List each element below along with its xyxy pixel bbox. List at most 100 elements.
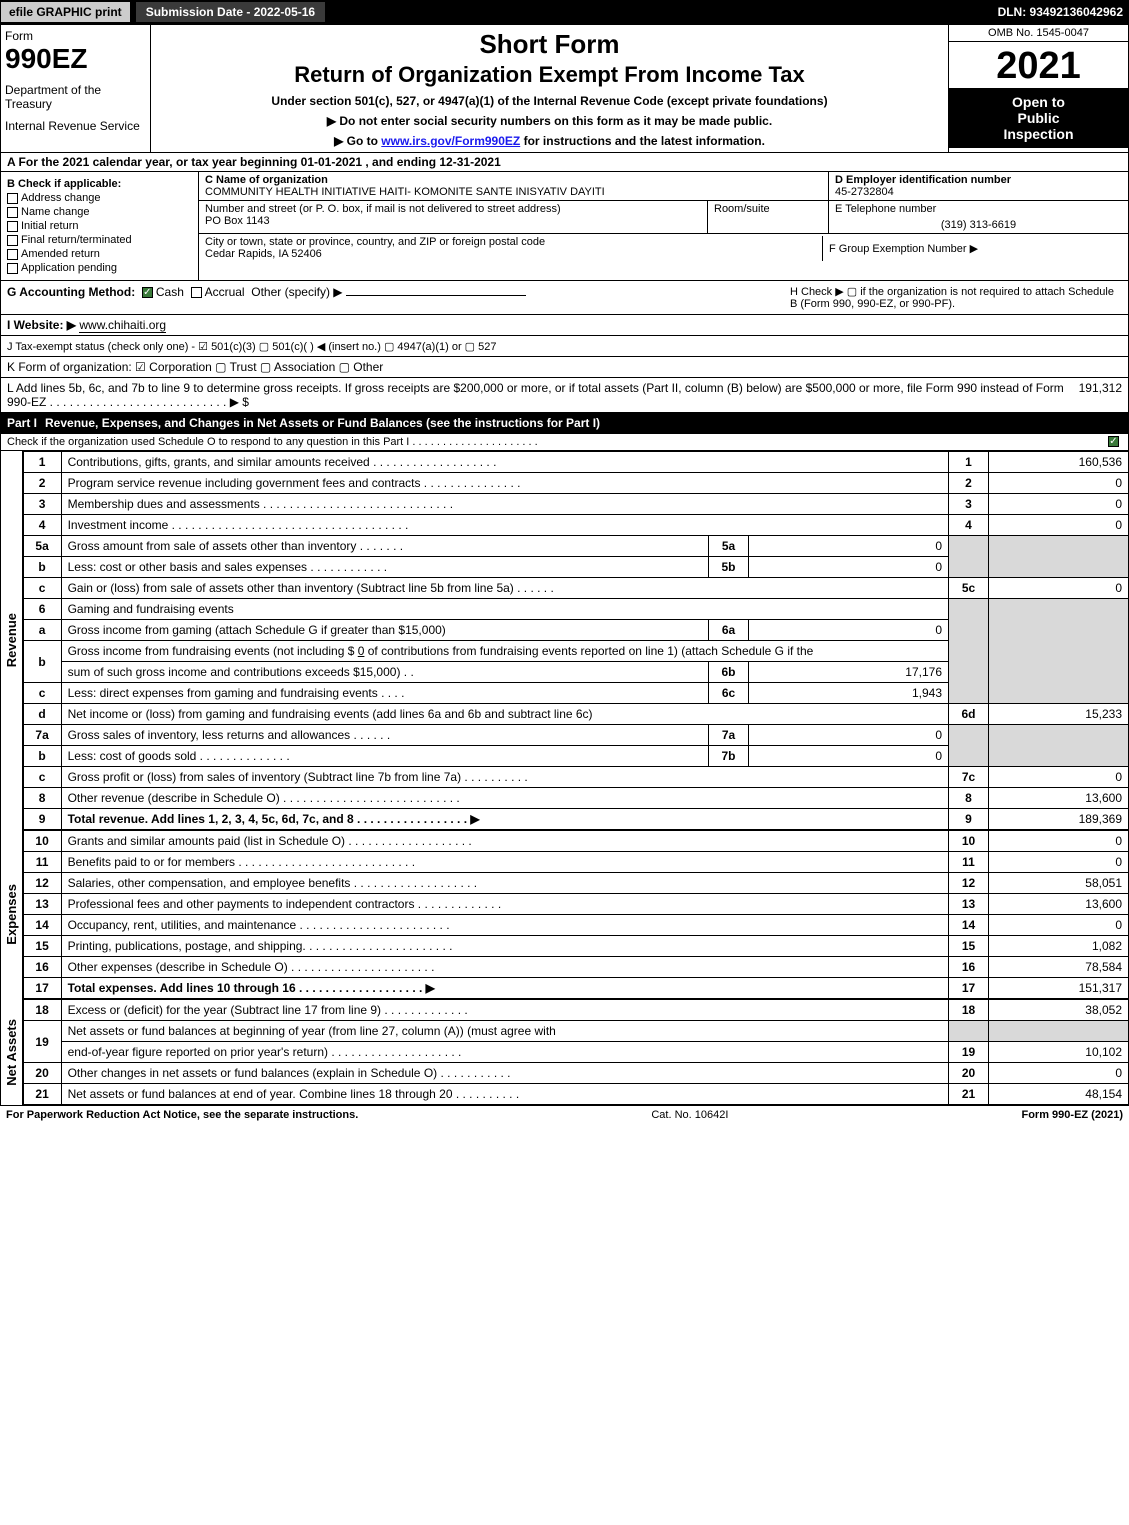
line-19: end-of-year figure reported on prior yea…	[23, 1042, 1128, 1063]
row-k: K Form of organization: ☑ Corporation ▢ …	[0, 357, 1129, 378]
header-left: Form 990EZ Department of the Treasury In…	[1, 25, 151, 152]
g-label: G Accounting Method:	[7, 285, 135, 299]
line-14: 14Occupancy, rent, utilities, and mainte…	[23, 915, 1128, 936]
street-label: Number and street (or P. O. box, if mail…	[205, 203, 561, 215]
top-bar: efile GRAPHIC print Submission Date - 20…	[0, 0, 1129, 24]
cash-label: Cash	[156, 285, 184, 299]
g-left: G Accounting Method: ✓Cash Accrual Other…	[7, 285, 782, 310]
omb-number: OMB No. 1545-0047	[949, 25, 1128, 42]
line-6: 6Gaming and fundraising events	[23, 599, 1128, 620]
street-value: PO Box 1143	[205, 215, 270, 227]
footer-right: Form 990-EZ (2021)	[1021, 1109, 1123, 1121]
city-value: Cedar Rapids, IA 52406	[205, 248, 322, 260]
line-18: 18Excess or (deficit) for the year (Subt…	[23, 1000, 1128, 1021]
dept-treasury: Department of the Treasury	[5, 83, 146, 111]
net-assets-table: 18Excess or (deficit) for the year (Subt…	[23, 999, 1129, 1105]
chk-name-change[interactable]: Name change	[7, 206, 192, 218]
header-mid: Short Form Return of Organization Exempt…	[151, 25, 948, 152]
line-20: 20Other changes in net assets or fund ba…	[23, 1063, 1128, 1084]
line-1: 1Contributions, gifts, grants, and simil…	[23, 452, 1128, 473]
line-21: 21Net assets or fund balances at end of …	[23, 1084, 1128, 1105]
chk-initial-return[interactable]: Initial return	[7, 220, 192, 232]
line-9: 9Total revenue. Add lines 1, 2, 3, 4, 5c…	[23, 809, 1128, 830]
bullet-goto: ▶ Go to www.irs.gov/Form990EZ for instru…	[159, 134, 940, 148]
line-3: 3Membership dues and assessments . . . .…	[23, 494, 1128, 515]
part1-label: Part I	[7, 416, 45, 430]
expenses-side-label: Expenses	[1, 830, 23, 999]
line-4: 4Investment income . . . . . . . . . . .…	[23, 515, 1128, 536]
expenses-table: 10Grants and similar amounts paid (list …	[23, 830, 1129, 999]
line-2: 2Program service revenue including gover…	[23, 473, 1128, 494]
col-d: D Employer identification number 45-2732…	[828, 172, 1128, 200]
col-f: F Group Exemption Number ▶	[822, 236, 1122, 261]
accrual-label: Accrual	[205, 285, 245, 299]
j-text: J Tax-exempt status (check only one) - ☑…	[7, 341, 496, 353]
room-label: Room/suite	[714, 203, 770, 215]
line-8: 8Other revenue (describe in Schedule O) …	[23, 788, 1128, 809]
other-label: Other (specify) ▶	[251, 285, 342, 299]
dln: DLN: 93492136042962	[998, 5, 1129, 19]
line-15: 15Printing, publications, postage, and s…	[23, 936, 1128, 957]
other-specify-input[interactable]	[346, 295, 526, 296]
line-10: 10Grants and similar amounts paid (list …	[23, 831, 1128, 852]
subtitle: Under section 501(c), 527, or 4947(a)(1)…	[159, 94, 940, 108]
net-assets-side-label: Net Assets	[1, 999, 23, 1105]
chk-cash[interactable]: ✓	[142, 287, 153, 298]
row-bcdef: B Check if applicable: Address change Na…	[0, 172, 1129, 281]
footer-left: For Paperwork Reduction Act Notice, see …	[6, 1109, 358, 1121]
l-amount: 191,312	[1079, 381, 1122, 409]
part1-title: Revenue, Expenses, and Changes in Net As…	[45, 416, 1122, 430]
col-b-header: B Check if applicable:	[7, 178, 192, 190]
row-j: J Tax-exempt status (check only one) - ☑…	[0, 336, 1129, 357]
revenue-side-label: Revenue	[1, 451, 23, 830]
bullet-goto-post: for instructions and the latest informat…	[520, 134, 765, 148]
title-return: Return of Organization Exempt From Incom…	[159, 62, 940, 88]
org-name-cell: C Name of organization COMMUNITY HEALTH …	[199, 172, 828, 200]
line-a: A For the 2021 calendar year, or tax yea…	[0, 153, 1129, 172]
org-name: COMMUNITY HEALTH INITIATIVE HAITI- KOMON…	[205, 186, 605, 198]
line-19-top: 19Net assets or fund balances at beginni…	[23, 1021, 1128, 1042]
title-short-form: Short Form	[159, 29, 940, 60]
chk-address-change[interactable]: Address change	[7, 192, 192, 204]
row-l: L Add lines 5b, 6c, and 7b to line 9 to …	[0, 378, 1129, 413]
line-7c: cGross profit or (loss) from sales of in…	[23, 767, 1128, 788]
group-exemption-label: F Group Exemption Number ▶	[829, 243, 978, 255]
col-e: E Telephone number (319) 313-6619	[828, 201, 1128, 233]
line-17: 17Total expenses. Add lines 10 through 1…	[23, 978, 1128, 999]
open-line2: Public	[953, 110, 1124, 126]
chk-amended-return[interactable]: Amended return	[7, 248, 192, 260]
form-number: 990EZ	[5, 43, 146, 75]
org-name-label: C Name of organization	[205, 174, 328, 186]
open-line3: Inspection	[953, 126, 1124, 142]
room-cell: Room/suite	[708, 201, 828, 233]
chk-final-return[interactable]: Final return/terminated	[7, 234, 192, 246]
line-13: 13Professional fees and other payments t…	[23, 894, 1128, 915]
part1-sub-text: Check if the organization used Schedule …	[7, 436, 538, 448]
phone-value: (319) 313-6619	[835, 215, 1122, 231]
city-cell: City or town, state or province, country…	[205, 236, 822, 261]
efile-print-button[interactable]: efile GRAPHIC print	[0, 1, 131, 23]
open-to-public: Open to Public Inspection	[949, 88, 1128, 148]
open-line1: Open to	[953, 94, 1124, 110]
line-7a: 7aGross sales of inventory, less returns…	[23, 725, 1128, 746]
submission-date: Submission Date - 2022-05-16	[135, 1, 326, 23]
part1-schedule-o-check[interactable]: ✓	[1108, 436, 1119, 447]
i-label: I Website: ▶	[7, 318, 76, 332]
line-5c: cGain or (loss) from sale of assets othe…	[23, 578, 1128, 599]
phone-label: E Telephone number	[835, 203, 1122, 215]
city-label: City or town, state or province, country…	[205, 236, 545, 248]
ein-value: 45-2732804	[835, 186, 1122, 198]
header-right: OMB No. 1545-0047 2021 Open to Public In…	[948, 25, 1128, 152]
chk-accrual[interactable]	[191, 287, 202, 298]
page-footer: For Paperwork Reduction Act Notice, see …	[0, 1105, 1129, 1124]
part1-sub: Check if the organization used Schedule …	[0, 434, 1129, 451]
col-b: B Check if applicable: Address change Na…	[1, 172, 199, 280]
chk-application-pending[interactable]: Application pending	[7, 262, 192, 274]
revenue-table: 1Contributions, gifts, grants, and simil…	[23, 451, 1129, 830]
row-g: G Accounting Method: ✓Cash Accrual Other…	[0, 281, 1129, 315]
col-c: C Name of organization COMMUNITY HEALTH …	[199, 172, 1128, 280]
irs-link[interactable]: www.irs.gov/Form990EZ	[381, 134, 520, 148]
tax-year: 2021	[949, 42, 1128, 88]
row-i: I Website: ▶ www.chihaiti.org	[0, 315, 1129, 336]
ein-label: D Employer identification number	[835, 174, 1122, 186]
